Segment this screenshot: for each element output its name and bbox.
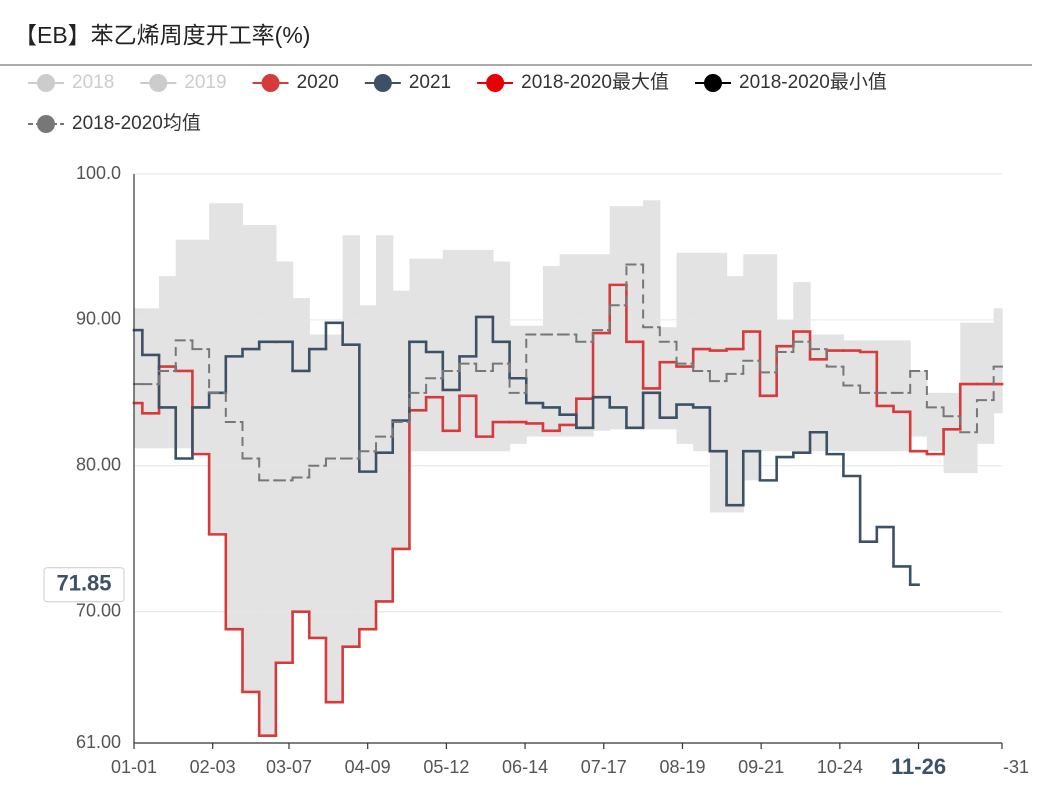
- legend-label: 2020: [297, 72, 339, 93]
- legend-marker: [37, 74, 55, 92]
- range-band: [159, 276, 177, 449]
- range-band: [359, 305, 377, 630]
- y-tick-label: 100.0: [76, 163, 121, 183]
- legend-label: 2018-2020均值: [72, 112, 201, 134]
- legend-item: 2018: [28, 72, 114, 93]
- range-band: [743, 254, 761, 481]
- x-tick-label: 03-07: [266, 757, 312, 777]
- legend-label: 2018-2020最小值: [739, 71, 887, 93]
- range-band: [559, 254, 577, 437]
- legend-label: 2019: [184, 72, 226, 93]
- x-tick-label: 06-14: [502, 757, 548, 777]
- legend-marker: [704, 74, 722, 92]
- legend-item: 2018-2020均值: [28, 112, 201, 134]
- range-band: [709, 252, 728, 513]
- range-band: [209, 203, 227, 535]
- range-band: [542, 265, 561, 437]
- range-band: [134, 308, 143, 449]
- range-band: [843, 340, 861, 452]
- y-tick-label: 70.00: [76, 600, 121, 620]
- range-band: [309, 334, 327, 638]
- range-band: [609, 206, 628, 430]
- x-tick-label: 10-24: [817, 757, 863, 777]
- pointer-label: 71.85: [56, 571, 111, 596]
- legend-marker: [37, 115, 55, 133]
- range-band: [476, 249, 494, 452]
- x-tick-label: 04-09: [345, 757, 391, 777]
- range-band: [876, 340, 895, 452]
- x-tick-label: 02-03: [190, 757, 236, 777]
- range-band: [676, 252, 694, 444]
- pointer-box: [43, 567, 125, 603]
- range-band: [442, 249, 461, 452]
- legend-item: 2020: [252, 72, 339, 93]
- legend-marker: [373, 74, 392, 92]
- range-band: [826, 334, 845, 452]
- series-line: [132, 315, 920, 587]
- legend-label: 2021: [409, 72, 451, 93]
- range-band: [459, 249, 477, 452]
- range-band: [509, 325, 527, 444]
- range-band: [993, 308, 1003, 414]
- range-band: [810, 334, 828, 452]
- legend-marker: [486, 74, 505, 92]
- range-band: [960, 322, 978, 474]
- range-band: [860, 340, 878, 452]
- legend-marker: [149, 74, 168, 92]
- y-tick-label: 90.00: [76, 309, 121, 329]
- series-line: [133, 263, 1003, 482]
- x-tick-label: 07-17: [581, 757, 627, 777]
- range-band: [292, 298, 310, 612]
- range-band: [643, 200, 661, 430]
- legend-item: 2019: [140, 72, 227, 93]
- legend-item: 2018-2020最大值: [477, 71, 669, 93]
- x-tick-label: 11-26: [891, 754, 946, 779]
- range-band: [926, 392, 945, 452]
- range-band: [142, 308, 160, 449]
- legend-marker: [261, 74, 280, 92]
- range-band: [626, 206, 644, 430]
- range-band: [693, 252, 711, 452]
- range-band: [409, 258, 427, 452]
- range-band: [593, 254, 611, 431]
- range-band: [192, 239, 210, 455]
- legend-item: 2021: [364, 72, 451, 93]
- range-band: [943, 392, 961, 474]
- range-band: [659, 327, 678, 430]
- x-tick-label: -31: [1003, 757, 1029, 777]
- chart-title: 【EB】苯乙烯周度开工率(%): [14, 22, 310, 48]
- range-band: [893, 340, 911, 452]
- x-tick-label: 05-12: [423, 757, 469, 777]
- x-tick-label: 01-01: [111, 757, 157, 777]
- range-band: [275, 261, 294, 663]
- range-band: [175, 239, 194, 449]
- range-band: [325, 334, 344, 703]
- range-band: [793, 281, 811, 452]
- legend-label: 2018-2020最大值: [521, 71, 669, 93]
- range-band: [492, 261, 511, 452]
- range-band: [910, 370, 928, 437]
- range-band: [576, 254, 594, 437]
- range-band: [776, 319, 794, 452]
- range-band: [726, 276, 744, 513]
- y-tick-label: 80.00: [76, 455, 121, 475]
- x-tick-label: 08-19: [659, 757, 705, 777]
- range-band: [759, 254, 778, 452]
- x-tick-label: 09-21: [738, 757, 784, 777]
- legend-item: 2018-2020最小值: [695, 71, 887, 93]
- y-tick-label: 61.00: [76, 732, 121, 752]
- range-band: [526, 325, 544, 437]
- range-band: [342, 235, 360, 647]
- range-band: [376, 235, 394, 602]
- legend-label: 2018: [72, 72, 114, 93]
- plot-area: [132, 173, 1004, 744]
- range-band: [225, 203, 244, 630]
- range-band: [426, 258, 444, 452]
